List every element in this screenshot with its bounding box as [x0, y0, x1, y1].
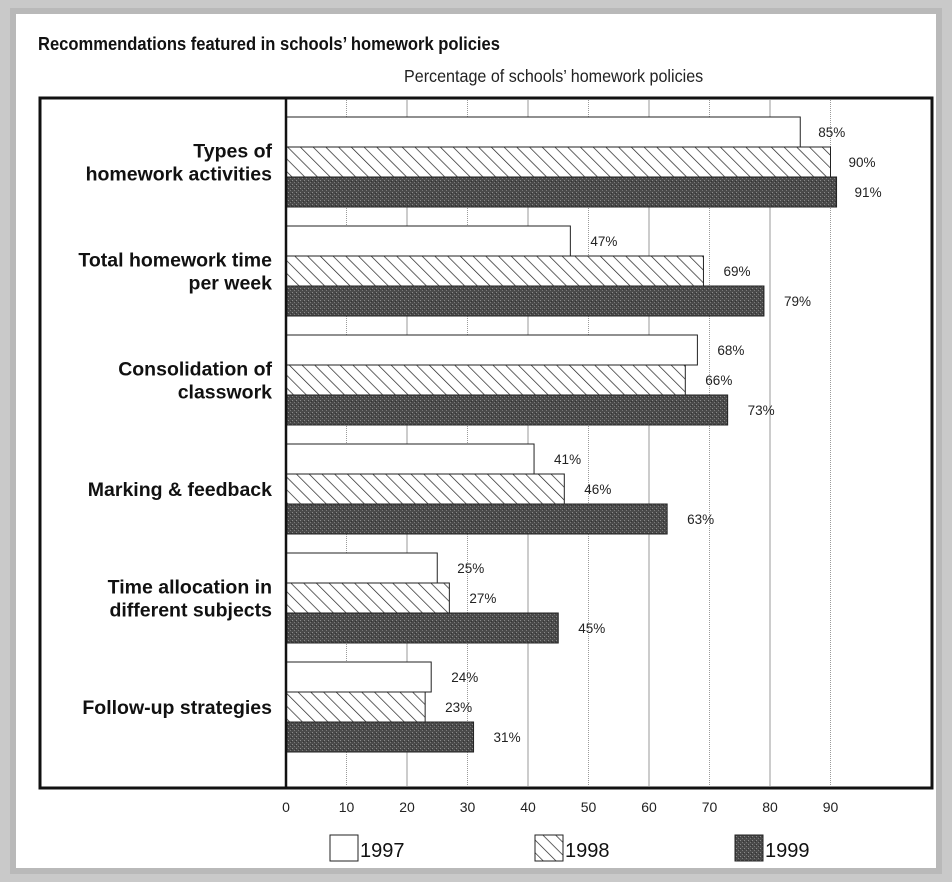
data-label: 73%: [748, 403, 775, 418]
data-label: 85%: [818, 125, 845, 140]
x-tick-label: 80: [762, 799, 778, 815]
bar-1999: [285, 503, 668, 535]
category-label: Follow-up strategies: [82, 697, 272, 719]
data-label: 69%: [723, 264, 750, 279]
data-label: 90%: [849, 155, 876, 170]
x-tick-label: 30: [460, 799, 476, 815]
legend-swatch-1998: [534, 834, 564, 862]
x-tick-label: 0: [282, 799, 290, 815]
bar-1998: [285, 582, 450, 614]
data-label: 23%: [445, 700, 472, 715]
category-label: Total homework time: [78, 250, 272, 272]
legend-swatch-1997: [329, 834, 359, 862]
category-label: Consolidation of: [118, 359, 272, 381]
bar-1999: [285, 612, 559, 644]
category-label: per week: [189, 273, 273, 295]
data-label: 66%: [705, 373, 732, 388]
data-label: 68%: [717, 343, 744, 358]
legend-label: 1998: [565, 840, 610, 862]
x-tick-label: 60: [641, 799, 657, 815]
legend-label: 1997: [360, 840, 405, 862]
data-label: 25%: [457, 561, 484, 576]
data-label: 46%: [584, 482, 611, 497]
x-tick-label: 10: [339, 799, 355, 815]
bar-1998: [285, 146, 831, 178]
plot-frame: [38, 96, 934, 790]
bar-1999: [285, 394, 729, 426]
bar-1997: [285, 225, 571, 257]
bar-1998: [285, 364, 686, 396]
data-label: 24%: [451, 670, 478, 685]
data-label: 47%: [590, 234, 617, 249]
chart-subtitle: Percentage of schools’ homework policies: [404, 66, 704, 86]
x-tick-label: 70: [702, 799, 718, 815]
data-label: 27%: [469, 591, 496, 606]
legend-label: 1999: [765, 840, 810, 862]
x-tick-label: 40: [520, 799, 536, 815]
data-label: 45%: [578, 621, 605, 636]
bar-1997: [285, 334, 698, 366]
data-label: 31%: [494, 730, 521, 745]
category-label: Time allocation in: [108, 577, 272, 599]
category-label: Types of: [193, 141, 272, 163]
bar-1998: [285, 473, 565, 505]
bar-1997: [285, 116, 801, 148]
category-label: classwork: [178, 382, 272, 404]
x-tick-label: 50: [581, 799, 597, 815]
category-label: homework activities: [86, 164, 273, 186]
x-tick-label: 90: [823, 799, 839, 815]
bar-1999: [285, 285, 765, 317]
legend-swatch-1999: [734, 834, 764, 862]
category-label: different subjects: [109, 600, 272, 622]
x-tick-label: 20: [399, 799, 415, 815]
bar-1998: [285, 691, 426, 723]
bar-1997: [285, 661, 432, 693]
data-label: 79%: [784, 294, 811, 309]
bar-1997: [285, 443, 535, 475]
category-label: Marking & feedback: [88, 479, 272, 501]
data-label: 41%: [554, 452, 581, 467]
data-label: 63%: [687, 512, 714, 527]
bar-1999: [285, 721, 475, 753]
chart-title: Recommendations featured in schools’ hom…: [38, 34, 500, 54]
bar-1997: [285, 552, 438, 584]
data-label: 91%: [855, 185, 882, 200]
bar-1998: [285, 255, 704, 287]
bar-1999: [285, 176, 838, 208]
